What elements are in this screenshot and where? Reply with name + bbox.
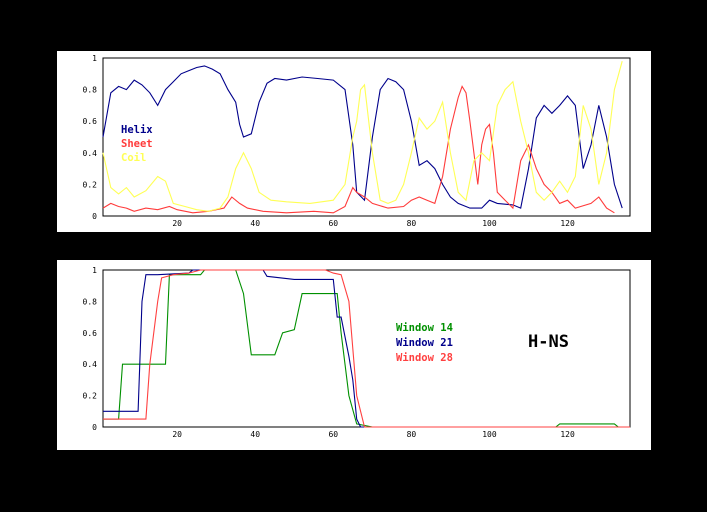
top-x-tick-label: 40 <box>250 219 260 228</box>
bottom-x-tick-label: 100 <box>482 430 497 439</box>
bottom-legend: Window 14 Window 21 Window 28 <box>396 322 453 364</box>
top-y-tick-label: 0 <box>92 212 97 221</box>
bottom-y-tick-label: 0.6 <box>83 329 98 338</box>
top-x-tick-label: 80 <box>407 219 417 228</box>
legend-helix: Helix <box>121 124 153 136</box>
top-y-tick-label: 0.6 <box>83 117 98 126</box>
bottom-chart-panel: 0 0.2 0.4 0.6 0.8 1 20 40 60 80 100 120 Window 14 … <box>57 260 651 450</box>
series-line-helix <box>102 65 623 209</box>
series-line-coil <box>102 61 623 212</box>
top-chart-panel: 0 0.2 0.4 0.6 0.8 1 20 40 60 80 100 120 Helix Shee… <box>57 51 651 232</box>
top-x-tick-label: 100 <box>482 219 497 228</box>
series-line-window-28 <box>103 269 630 428</box>
top-y-tick-label: 0.2 <box>83 180 98 189</box>
protein-label: H-NS <box>528 332 569 352</box>
series-line-window-14 <box>103 269 619 428</box>
legend-window-14: Window 14 <box>396 322 453 334</box>
bottom-y-tick-label: 0.8 <box>83 297 98 306</box>
top-y-tick-label: 0.4 <box>83 149 98 158</box>
bottom-x-tick-label: 120 <box>560 430 575 439</box>
bottom-chart-background <box>57 260 651 450</box>
legend-sheet: Sheet <box>121 138 153 150</box>
top-legend: Helix Sheet Coil <box>121 124 153 164</box>
bottom-x-tick-label: 20 <box>172 430 182 439</box>
bottom-y-tick-label: 0.2 <box>83 392 98 401</box>
top-y-tick-labels: 0 0.2 0.4 0.6 0.8 1 <box>83 54 98 221</box>
legend-coil: Coil <box>121 152 146 164</box>
top-y-tick-label: 1 <box>92 54 97 63</box>
top-y-tick-label: 0.8 <box>83 86 98 95</box>
bottom-x-tick-labels: 20 40 60 80 100 120 <box>172 430 575 439</box>
bottom-y-tick-label: 0 <box>92 423 97 432</box>
bottom-y-tick-label: 1 <box>92 266 97 275</box>
series-line-window-21 <box>103 269 630 428</box>
bottom-y-tick-labels: 0 0.2 0.4 0.6 0.8 1 <box>83 266 98 432</box>
top-x-tick-label: 20 <box>172 219 182 228</box>
bottom-y-tick-label: 0.4 <box>83 360 98 369</box>
top-x-tick-labels: 20 40 60 80 100 120 <box>172 219 575 228</box>
bottom-x-tick-label: 40 <box>250 430 260 439</box>
series-line-sheet <box>102 85 615 214</box>
bottom-series-lines <box>103 269 630 428</box>
top-x-tick-label: 120 <box>560 219 575 228</box>
top-chart-background <box>57 51 651 232</box>
top-series-lines <box>102 61 623 214</box>
top-x-tick-label: 60 <box>328 219 338 228</box>
legend-window-28: Window 28 <box>396 352 453 364</box>
legend-window-21: Window 21 <box>396 337 453 349</box>
bottom-x-tick-label: 60 <box>328 430 338 439</box>
bottom-x-tick-label: 80 <box>407 430 417 439</box>
